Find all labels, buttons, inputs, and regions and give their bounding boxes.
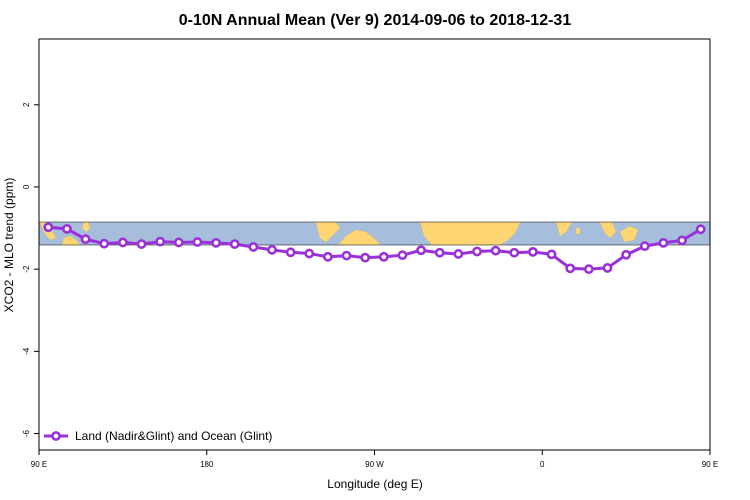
y-tick-label: -2 xyxy=(22,265,31,273)
data-point xyxy=(99,238,110,249)
data-point xyxy=(267,244,277,255)
data-point xyxy=(528,246,538,257)
data-point xyxy=(136,239,147,249)
x-axis-ticks: 90 E 180 90 W 0 90 E xyxy=(31,450,718,469)
data-point xyxy=(490,245,501,256)
plot-frame xyxy=(38,38,711,451)
data-point xyxy=(285,247,296,258)
data-point xyxy=(621,249,632,260)
data-point xyxy=(658,237,669,248)
data-point xyxy=(677,235,687,246)
data-point xyxy=(434,247,445,258)
data-point xyxy=(565,263,576,274)
data-point xyxy=(416,245,426,256)
y-axis-label: XCO2 - MLO trend (ppm) xyxy=(2,178,16,313)
land-africa xyxy=(419,222,521,245)
series-layer xyxy=(43,222,706,275)
x-tick-label: 0 xyxy=(540,460,545,469)
y-tick-label: -6 xyxy=(22,429,31,437)
x-tick-label: 90 E xyxy=(702,460,718,469)
data-point xyxy=(80,234,91,245)
data-point xyxy=(248,242,259,252)
data-point xyxy=(602,263,613,273)
land-malaysia xyxy=(599,222,617,239)
x-axis-label: Longitude (deg E) xyxy=(327,477,422,491)
land-south-america xyxy=(337,229,381,245)
y-axis-ticks: 2 0 -2 -4 -6 xyxy=(22,102,39,437)
data-point xyxy=(360,252,371,263)
x-tick-label: 90 W xyxy=(365,460,384,469)
x-tick-label: 90 E xyxy=(31,460,47,469)
map-band xyxy=(39,221,710,246)
data-point xyxy=(192,237,203,247)
legend-label: Land (Nadir&Glint) and Ocean (Glint) xyxy=(75,429,272,443)
data-point xyxy=(583,264,594,275)
data-point xyxy=(323,251,333,262)
data-point xyxy=(546,249,557,260)
land-borneo-east xyxy=(619,225,639,243)
y-tick-label: -4 xyxy=(22,347,31,355)
ocean-band xyxy=(39,222,710,245)
data-point xyxy=(639,241,650,252)
data-point xyxy=(173,237,184,248)
data-point xyxy=(397,250,408,261)
data-point xyxy=(378,251,389,262)
data-point xyxy=(509,247,520,258)
data-point xyxy=(341,250,352,261)
x-tick-label: 180 xyxy=(200,460,214,469)
data-point xyxy=(472,246,482,257)
land-philippines xyxy=(81,222,91,233)
data-point xyxy=(155,236,166,247)
legend: Land (Nadir&Glint) and Ocean (Glint) xyxy=(44,429,272,443)
data-point xyxy=(211,237,221,248)
chart-title: 0-10N Annual Mean (Ver 9) 2014-09-06 to … xyxy=(179,12,572,29)
land-central-america xyxy=(315,222,341,243)
land-borneo xyxy=(61,235,81,245)
data-point xyxy=(62,223,72,234)
data-point xyxy=(453,249,464,259)
y-tick-label: 0 xyxy=(22,184,31,189)
land-india xyxy=(555,222,573,237)
data-point xyxy=(43,222,54,233)
data-point xyxy=(117,237,128,248)
data-point xyxy=(229,239,240,249)
data-point xyxy=(695,224,706,235)
data-point xyxy=(304,248,315,259)
land-srilanka xyxy=(575,227,581,235)
legend-marker xyxy=(51,431,61,441)
y-tick-label: 2 xyxy=(22,102,31,107)
